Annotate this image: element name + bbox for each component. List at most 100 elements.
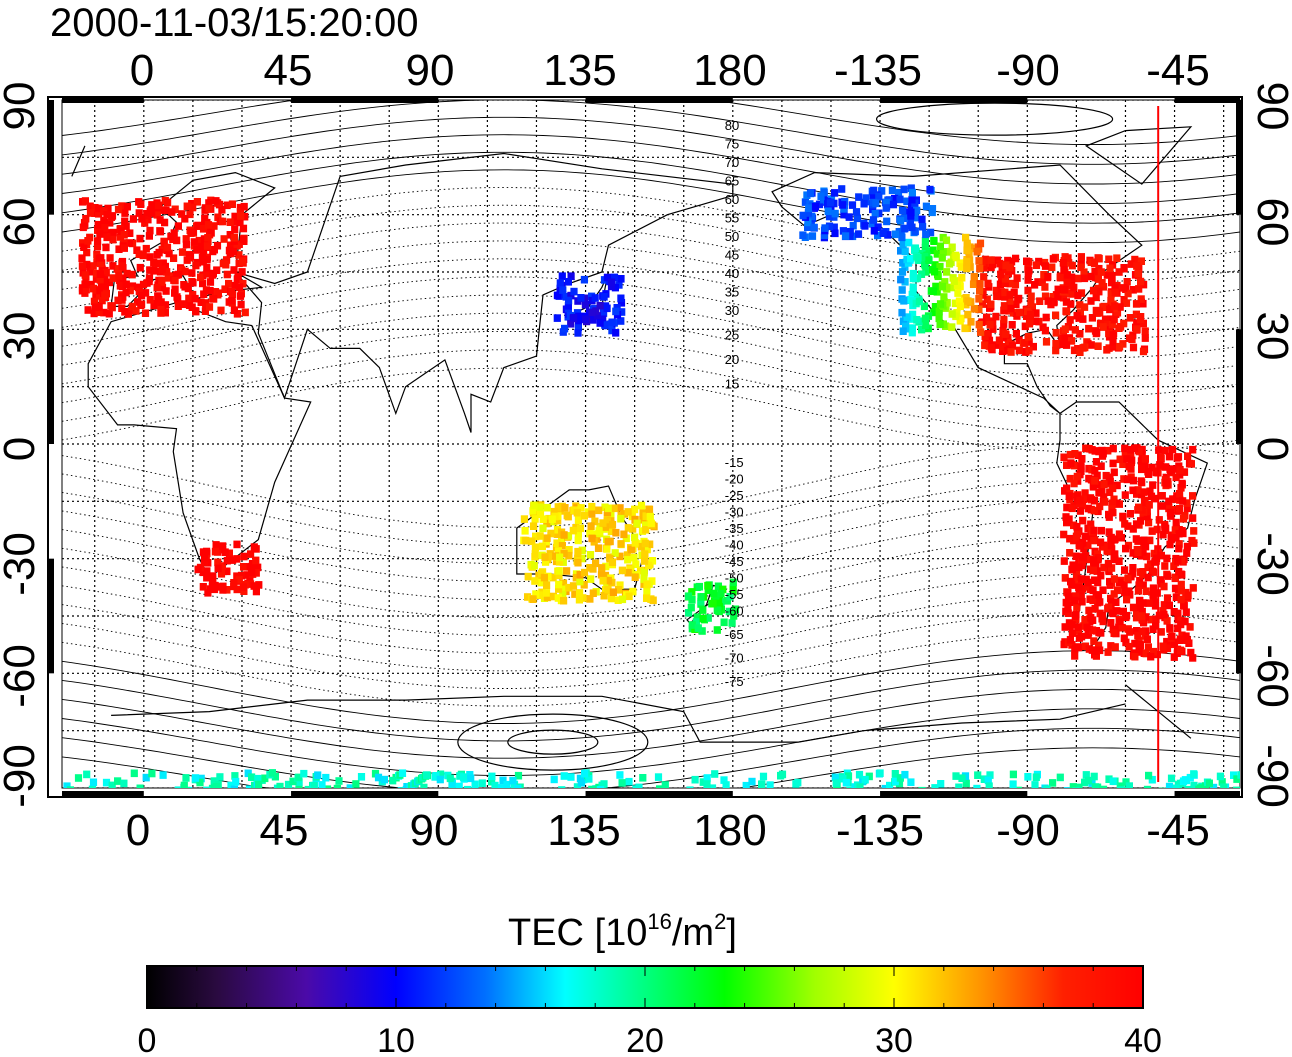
- tec-cell: [1149, 481, 1157, 489]
- tec-cell: [616, 552, 624, 561]
- tec-cell: [1080, 274, 1089, 283]
- left-lat-tick: 0: [0, 437, 44, 461]
- tec-cell: [559, 558, 567, 566]
- tec-cell: [1065, 619, 1073, 627]
- tec-cell: [565, 546, 573, 554]
- tec-cell: [1087, 614, 1095, 622]
- tec-cell: [1133, 325, 1141, 333]
- frame-tick-bottom: [62, 791, 144, 797]
- tec-cell: [310, 781, 318, 788]
- tec-cell: [223, 586, 231, 594]
- tec-cell: [200, 290, 208, 298]
- tec-cell: [291, 787, 299, 788]
- tec-cell: [1000, 306, 1008, 315]
- tec-cell: [728, 619, 736, 627]
- tec-cell: [643, 545, 651, 554]
- frame-tick-bottom: [585, 791, 733, 797]
- tec-cell: [558, 272, 566, 280]
- tec-cell: [933, 250, 941, 258]
- tec-cell: [931, 303, 939, 311]
- tec-cell: [1015, 308, 1024, 317]
- tec-cell: [1158, 502, 1167, 510]
- tec-cell: [1169, 445, 1177, 454]
- tec-cell: [996, 259, 1004, 268]
- tec-cell: [488, 772, 496, 781]
- tec-cell: [1090, 637, 1098, 645]
- tec-cell: [105, 278, 113, 287]
- tec-cell: [1054, 292, 1062, 300]
- tec-cell: [1163, 617, 1171, 625]
- tec-cell: [1180, 602, 1188, 610]
- tec-cell: [953, 281, 961, 290]
- tec-cell: [720, 618, 728, 627]
- tec-cell: [1083, 623, 1091, 632]
- tec-cell: [1125, 642, 1133, 651]
- tec-cell: [586, 529, 594, 538]
- tec-cell: [1128, 456, 1136, 465]
- tec-cell: [607, 282, 616, 291]
- tec-cell: [200, 249, 208, 258]
- tec-cell: [236, 207, 244, 216]
- coast-na: [771, 164, 1143, 414]
- tec-cell: [182, 240, 190, 249]
- tec-cell: [908, 195, 916, 204]
- tec-cell: [1089, 566, 1097, 575]
- tec-cell: [1184, 452, 1192, 460]
- tec-cell: [199, 568, 207, 577]
- left-lat-tick: -90: [0, 744, 44, 808]
- tec-cell: [997, 270, 1005, 279]
- tec-cell: [1089, 483, 1097, 491]
- tec-cell: [226, 218, 234, 226]
- tec-cell: [565, 296, 573, 305]
- mlat-label-south: -65: [725, 627, 744, 642]
- tec-cell: [1085, 324, 1093, 333]
- tec-cell: [967, 318, 975, 326]
- tec-cell: [992, 312, 1000, 321]
- tec-cell: [1140, 488, 1148, 496]
- tec-cell: [1174, 609, 1182, 618]
- tec-cell: [794, 778, 802, 787]
- tec-cell: [895, 779, 904, 788]
- tec-cell: [211, 547, 219, 556]
- tec-cell: [625, 592, 633, 601]
- tec-cell: [878, 187, 886, 195]
- tec-cell: [1105, 255, 1113, 264]
- tec-cell: [620, 530, 628, 539]
- tec-cell: [1116, 455, 1124, 464]
- tec-cell: [238, 268, 246, 276]
- tec-cell: [183, 202, 191, 211]
- tec-cell: [1145, 771, 1153, 780]
- tec-cell: [230, 785, 238, 788]
- tec-cell: [574, 547, 582, 556]
- tec-cell: [200, 558, 208, 566]
- tec-cell: [532, 590, 540, 598]
- tec-cell: [703, 774, 711, 782]
- tec-cell: [90, 284, 98, 293]
- tec-cell: [1099, 617, 1107, 626]
- mlat-contour: [62, 276, 1240, 359]
- tec-cell: [1135, 285, 1143, 293]
- tec-cell: [1175, 462, 1183, 470]
- tec-cell: [1087, 341, 1095, 349]
- tec-cell: [1097, 462, 1105, 470]
- tec-cell: [1163, 644, 1172, 653]
- tec-cell: [926, 185, 934, 194]
- tec-cell: [719, 585, 727, 594]
- tec-cell: [1069, 561, 1077, 569]
- tec-cell: [905, 238, 913, 247]
- mlat-label-north: 55: [725, 211, 739, 226]
- tec-cell: [918, 325, 926, 334]
- tec-cell: [908, 328, 916, 337]
- tec-cell: [610, 504, 618, 513]
- tec-cell: [150, 301, 158, 310]
- tec-cell: [536, 510, 545, 518]
- tec-cell: [121, 209, 129, 217]
- tec-cell: [201, 206, 209, 214]
- tec-cell: [97, 259, 105, 268]
- tec-cell: [1170, 653, 1178, 661]
- tec-cell: [192, 261, 200, 270]
- tec-cell: [646, 512, 654, 521]
- tec-cell: [206, 278, 215, 286]
- tec-cell: [239, 583, 247, 591]
- tec-cell: [543, 593, 552, 602]
